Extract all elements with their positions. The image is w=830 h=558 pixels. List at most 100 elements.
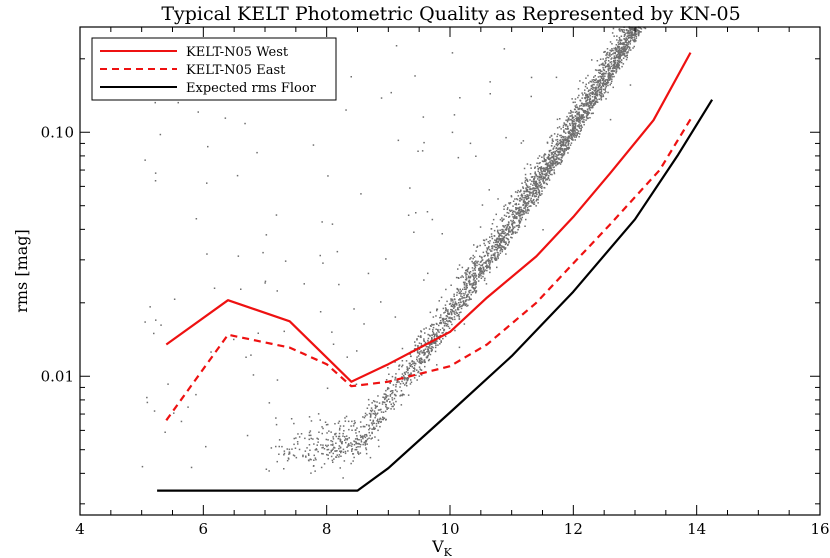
scatter-point (429, 343, 432, 345)
scatter-point (532, 190, 535, 192)
scatter-point (616, 35, 618, 37)
scatter-point (518, 224, 520, 226)
scatter-point (465, 274, 467, 276)
scatter-point (569, 124, 571, 126)
scatter-point (476, 246, 478, 248)
scatter-point (307, 453, 310, 455)
scatter-point (598, 91, 601, 93)
scatter-point (361, 435, 364, 437)
scatter-point (536, 175, 538, 178)
scatter-point (556, 140, 559, 143)
scatter-point (475, 281, 477, 283)
series-line-0 (165, 52, 692, 383)
scatter-point (451, 131, 454, 134)
scatter-point (562, 149, 564, 152)
scatter-point (571, 121, 574, 123)
scatter-point (579, 117, 582, 119)
scatter-point (618, 28, 621, 30)
scatter-point (526, 208, 529, 211)
scatter-point (431, 218, 434, 221)
scatter-point (366, 443, 368, 445)
scatter-point (572, 116, 575, 119)
scatter-point (473, 244, 475, 246)
scatter-point (458, 318, 461, 320)
scatter-point (529, 179, 531, 181)
scatter-point (458, 302, 460, 304)
scatter-point (326, 432, 328, 434)
scatter-point (402, 382, 405, 385)
scatter-point (330, 431, 332, 433)
scatter-point (627, 37, 629, 39)
scatter-point (591, 88, 594, 90)
scatter-point (595, 87, 597, 89)
scatter-point (574, 134, 577, 136)
scatter-point (288, 451, 291, 454)
scatter-point (474, 261, 476, 263)
scatter-point (360, 436, 363, 438)
scatter-point (597, 86, 600, 88)
scatter-point (484, 261, 487, 264)
scatter-point (569, 115, 571, 117)
scatter-point (496, 249, 498, 251)
scatter-point (338, 435, 341, 438)
scatter-point (406, 377, 409, 379)
scatter-point (634, 34, 636, 36)
scatter-point (383, 417, 385, 419)
scatter-point (373, 427, 375, 429)
scatter-point (448, 312, 450, 315)
scatter-point (503, 246, 505, 248)
scatter-point (468, 289, 471, 292)
scatter-point (466, 269, 468, 272)
scatter-point (553, 161, 555, 163)
scatter-point (542, 160, 545, 163)
scatter-point (365, 452, 368, 455)
scatter-point (312, 465, 315, 467)
scatter-point (602, 85, 605, 87)
scatter-point (594, 79, 596, 81)
scatter-point (448, 319, 450, 322)
scatter-point (451, 305, 454, 308)
scatter-point (618, 40, 620, 42)
scatter-point (435, 328, 437, 330)
scatter-point (492, 257, 494, 259)
scatter-point (585, 111, 588, 113)
scatter-point (317, 450, 319, 453)
scatter-point (521, 216, 523, 219)
scatter-point (503, 205, 505, 208)
scatter-point (560, 134, 562, 137)
scatter-point (518, 214, 521, 217)
scatter-point (633, 40, 635, 43)
scatter-point (568, 139, 570, 142)
scatter-point (538, 167, 541, 169)
scatter-point (589, 117, 591, 119)
scatter-point (433, 337, 436, 340)
scatter-point (497, 238, 499, 240)
scatter-point (624, 41, 627, 43)
scatter-point (440, 322, 442, 324)
scatter-point (501, 232, 503, 234)
scatter-point (511, 221, 513, 223)
scatter-point (607, 70, 610, 72)
scatter-point (552, 156, 554, 159)
scatter-point (609, 84, 611, 86)
scatter-point (638, 30, 640, 32)
scatter-point (607, 64, 610, 66)
scatter-point (546, 163, 548, 166)
scatter-point (359, 434, 362, 437)
scatter-point (633, 32, 636, 34)
scatter-point (476, 264, 478, 267)
scatter-point (582, 117, 585, 119)
scatter-point (608, 72, 610, 74)
scatter-point (501, 228, 503, 231)
scatter-point (619, 57, 621, 60)
scatter-point (573, 119, 575, 121)
scatter-point (394, 393, 396, 396)
scatter-point (501, 217, 503, 219)
scatter-point (459, 97, 461, 99)
scatter-point (485, 283, 488, 285)
scatter-point (488, 189, 490, 191)
scatter-point (450, 311, 452, 313)
scatter-point (610, 82, 612, 84)
scatter-point (529, 186, 531, 188)
scatter-point (510, 229, 513, 231)
